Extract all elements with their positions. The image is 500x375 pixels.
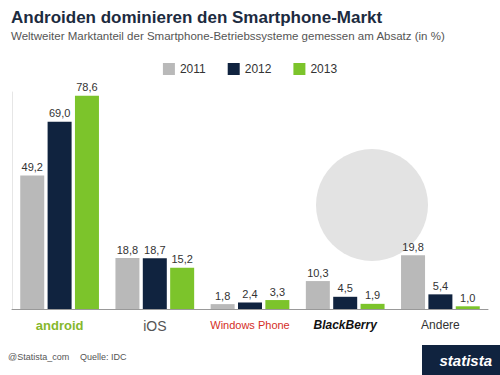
- svg-text:1,0: 1,0: [460, 292, 475, 304]
- svg-text:69,0: 69,0: [49, 107, 70, 119]
- svg-text:statista: statista: [439, 352, 492, 369]
- svg-text:18,8: 18,8: [117, 244, 138, 256]
- svg-text:18,7: 18,7: [144, 244, 165, 256]
- svg-text:iOS: iOS: [143, 318, 166, 334]
- svg-text:19,8: 19,8: [402, 241, 423, 253]
- svg-text:2013: 2013: [310, 62, 337, 76]
- svg-text:78,6: 78,6: [76, 81, 97, 93]
- svg-text:10,3: 10,3: [307, 267, 328, 279]
- svg-text:android: android: [36, 318, 84, 333]
- svg-text:3,3: 3,3: [270, 286, 285, 298]
- svg-text:2012: 2012: [245, 62, 272, 76]
- svg-text:1,9: 1,9: [365, 289, 380, 301]
- svg-text:4,5: 4,5: [338, 282, 353, 294]
- svg-text:2011: 2011: [180, 62, 206, 76]
- svg-text:Weltweiter Marktanteil der Sma: Weltweiter Marktanteil der Smartphone-Be…: [11, 30, 445, 42]
- svg-text:Quelle: IDC: Quelle: IDC: [80, 352, 127, 362]
- svg-text:49,2: 49,2: [22, 161, 43, 173]
- svg-text:Andere: Andere: [421, 318, 460, 332]
- svg-text:Windows Phone: Windows Phone: [210, 319, 290, 331]
- svg-text:15,2: 15,2: [171, 253, 192, 265]
- svg-text:Androiden dominieren den Smart: Androiden dominieren den Smartphone-Mark…: [11, 8, 383, 27]
- svg-text:1,8: 1,8: [215, 290, 230, 302]
- svg-text:BlackBerry: BlackBerry: [314, 318, 379, 332]
- svg-text:5,4: 5,4: [433, 280, 448, 292]
- svg-text:@Statista_com: @Statista_com: [8, 352, 69, 362]
- svg-text:2,4: 2,4: [242, 288, 257, 300]
